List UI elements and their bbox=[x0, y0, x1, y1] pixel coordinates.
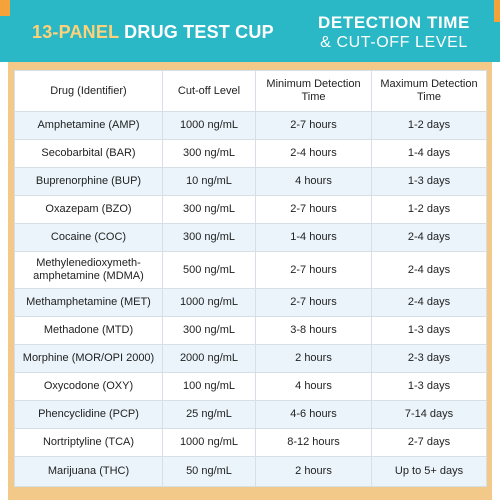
col-header-min-time: Minimum Detection Time bbox=[255, 70, 372, 112]
subtitle-line1: DETECTION TIME bbox=[318, 13, 470, 32]
cell-cutoff: 2000 ng/mL bbox=[162, 344, 256, 373]
cell-min-time: 2-7 hours bbox=[255, 195, 372, 224]
cell-drug: Nortriptyline (TCA) bbox=[14, 428, 163, 457]
cell-cutoff: 1000 ng/mL bbox=[162, 288, 256, 317]
cell-cutoff: 300 ng/mL bbox=[162, 223, 256, 252]
table-row: Methamphetamine (MET) 1000 ng/mL 2-7 hours… bbox=[14, 288, 487, 317]
cell-max-time: 1-3 days bbox=[371, 167, 487, 196]
cell-cutoff: 1000 ng/mL bbox=[162, 111, 256, 140]
cell-max-time: 1-4 days bbox=[371, 139, 487, 168]
cell-cutoff: 300 ng/mL bbox=[162, 195, 256, 224]
cell-cutoff: 50 ng/mL bbox=[162, 456, 256, 487]
detection-table: Drug (Identifier) Cut-off Level Minimum … bbox=[14, 70, 487, 487]
corner-accent-right bbox=[494, 0, 500, 22]
cell-cutoff: 300 ng/mL bbox=[162, 139, 256, 168]
cell-cutoff: 100 ng/mL bbox=[162, 372, 256, 401]
col-header-cutoff: Cut-off Level bbox=[162, 70, 256, 112]
cell-max-time: Up to 5+ days bbox=[371, 456, 487, 487]
cell-max-time: 2-4 days bbox=[371, 251, 487, 289]
cell-max-time: 2-3 days bbox=[371, 344, 487, 373]
cell-max-time: 2-7 days bbox=[371, 428, 487, 457]
cell-cutoff: 10 ng/mL bbox=[162, 167, 256, 196]
cell-max-time: 1-3 days bbox=[371, 316, 487, 345]
cell-drug: Methamphetamine (MET) bbox=[14, 288, 163, 317]
table-row: Oxazepam (BZO) 300 ng/mL 2-7 hours 1-2 days bbox=[14, 195, 487, 224]
table-row: Cocaine (COC) 300 ng/mL 1-4 hours 2-4 days bbox=[14, 223, 487, 252]
cell-drug: Amphetamine (AMP) bbox=[14, 111, 163, 140]
col-header-drug: Drug (Identifier) bbox=[14, 70, 163, 112]
cell-min-time: 2 hours bbox=[255, 456, 372, 487]
cell-max-time: 1-2 days bbox=[371, 111, 487, 140]
table-row: Methadone (MTD) 300 ng/mL 3-8 hours 1-3 day… bbox=[14, 316, 487, 345]
header-banner: 13-PANEL DRUG TEST CUP DETECTION TIME & … bbox=[0, 0, 500, 62]
table-row: Nortriptyline (TCA) 1000 ng/mL 8-12 hours 2… bbox=[14, 428, 487, 457]
cell-drug: Methylenedioxymeth-amphetamine (MDMA) bbox=[14, 251, 163, 289]
cell-max-time: 2-4 days bbox=[371, 223, 487, 252]
cell-min-time: 8-12 hours bbox=[255, 428, 372, 457]
cell-cutoff: 25 ng/mL bbox=[162, 400, 256, 429]
cell-max-time: 7-14 days bbox=[371, 400, 487, 429]
cell-drug: Methadone (MTD) bbox=[14, 316, 163, 345]
cell-drug: Oxazepam (BZO) bbox=[14, 195, 163, 224]
cell-drug: Marijuana (THC) bbox=[14, 456, 163, 487]
subtitle-line2: & CUT-OFF LEVEL bbox=[320, 34, 468, 51]
header-subtitle: DETECTION TIME & CUT-OFF LEVEL bbox=[318, 13, 470, 53]
cell-max-time: 2-4 days bbox=[371, 288, 487, 317]
cell-cutoff: 500 ng/mL bbox=[162, 251, 256, 289]
cell-min-time: 2-7 hours bbox=[255, 251, 372, 289]
table-row: Secobarbital (BAR) 300 ng/mL 2-4 hours 1-4 … bbox=[14, 139, 487, 168]
cell-min-time: 2-4 hours bbox=[255, 139, 372, 168]
col-header-max-time: Maximum Detection Time bbox=[371, 70, 487, 112]
cell-min-time: 1-4 hours bbox=[255, 223, 372, 252]
table-row: Oxycodone (OXY) 100 ng/mL 4 hours 1-3 days bbox=[14, 372, 487, 401]
table-row: Buprenorphine (BUP) 10 ng/mL 4 hours 1-3 da… bbox=[14, 167, 487, 196]
cell-drug: Buprenorphine (BUP) bbox=[14, 167, 163, 196]
table-row: Marijuana (THC) 50 ng/mL 2 hours Up to 5+ d… bbox=[14, 456, 487, 487]
cell-max-time: 1-3 days bbox=[371, 372, 487, 401]
cell-min-time: 3-8 hours bbox=[255, 316, 372, 345]
cell-min-time: 4 hours bbox=[255, 372, 372, 401]
cell-drug: Oxycodone (OXY) bbox=[14, 372, 163, 401]
cell-drug: Cocaine (COC) bbox=[14, 223, 163, 252]
header-title: 13-PANEL DRUG TEST CUP bbox=[32, 22, 274, 43]
table-row: Methylenedioxymeth-amphetamine (MDMA) 500… bbox=[14, 251, 487, 289]
cell-min-time: 2 hours bbox=[255, 344, 372, 373]
table-header-row: Drug (Identifier) Cut-off Level Minimum … bbox=[14, 70, 487, 112]
cell-min-time: 2-7 hours bbox=[255, 111, 372, 140]
cell-cutoff: 300 ng/mL bbox=[162, 316, 256, 345]
cell-drug: Morphine (MOR/OPI 2000) bbox=[14, 344, 163, 373]
title-accent: 13-PANEL bbox=[32, 22, 119, 42]
table-row: Morphine (MOR/OPI 2000) 2000 ng/mL 2 hours… bbox=[14, 344, 487, 373]
corner-accent-left bbox=[0, 0, 10, 16]
cell-min-time: 4 hours bbox=[255, 167, 372, 196]
cell-drug: Secobarbital (BAR) bbox=[14, 139, 163, 168]
cell-cutoff: 1000 ng/mL bbox=[162, 428, 256, 457]
cell-drug: Phencyclidine (PCP) bbox=[14, 400, 163, 429]
cell-max-time: 1-2 days bbox=[371, 195, 487, 224]
table-row: Amphetamine (AMP) 1000 ng/mL 2-7 hours 1-2 … bbox=[14, 111, 487, 140]
cell-min-time: 4-6 hours bbox=[255, 400, 372, 429]
title-main: DRUG TEST CUP bbox=[124, 22, 274, 42]
table-row: Phencyclidine (PCP) 25 ng/mL 4-6 hours 7-14… bbox=[14, 400, 487, 429]
cell-min-time: 2-7 hours bbox=[255, 288, 372, 317]
